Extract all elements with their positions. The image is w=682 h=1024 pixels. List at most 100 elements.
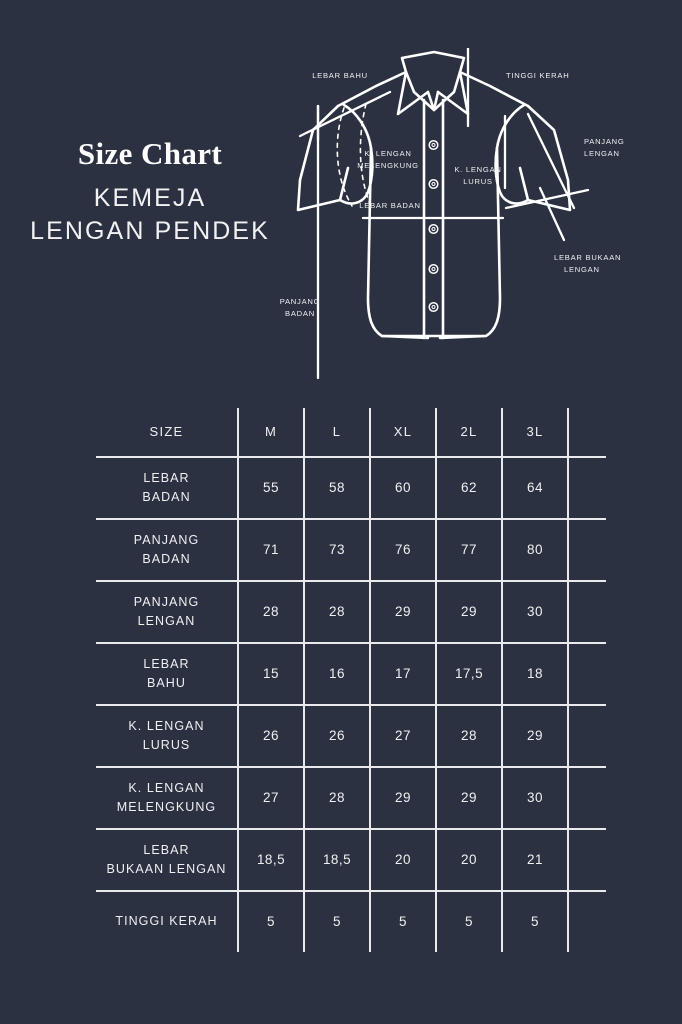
column-header-l: L (304, 408, 371, 458)
table-row: TINGGI KERAH 5 5 5 5 5 (96, 891, 606, 952)
column-header-3l: 3L (502, 408, 569, 458)
row-label-0: LEBAR BADAN (96, 457, 239, 520)
row-label-line: BADAN (142, 490, 191, 504)
cell-0-3l: 64 (502, 457, 569, 520)
label-panjang-badan-2: BADAN (285, 309, 315, 318)
cell-1-l: 73 (304, 519, 371, 582)
cell-0-xl: 60 (370, 457, 437, 520)
label-lebar-badan: LEBAR BADAN (359, 201, 420, 210)
cell-3-3l: 18 (502, 643, 569, 706)
cell-4-l: 26 (304, 705, 371, 768)
cell-6-xl: 20 (370, 829, 437, 892)
cell-7-xl: 5 (370, 891, 437, 952)
row-label-5: K. LENGAN MELENGKUNG (96, 767, 239, 830)
row-label-line: K. LENGAN (128, 718, 205, 733)
cell-5-m: 27 (238, 767, 305, 830)
cell-7-l: 5 (304, 891, 371, 952)
column-header-m: M (238, 408, 305, 458)
cell-3-m: 15 (238, 643, 305, 706)
row-label-line: LENGAN (137, 614, 196, 628)
row-label-line: BAHU (147, 676, 186, 690)
cell-1-xl: 76 (370, 519, 437, 582)
row-label-line: BUKAAN LENGAN (106, 862, 227, 876)
row-label-line: K. LENGAN (128, 780, 205, 795)
cell-1-m: 71 (238, 519, 305, 582)
cell-1-2l: 77 (436, 519, 503, 582)
cell-4-2l: 28 (436, 705, 503, 768)
row-label-line: PANJANG (133, 594, 200, 609)
cell-2-xl: 29 (370, 581, 437, 644)
column-header-spacer (568, 408, 606, 458)
cell-6-m: 18,5 (238, 829, 305, 892)
label-panjang-badan-1: PANJANG (280, 297, 321, 306)
size-table-section: SIZE M L XL 2L 3L LEBAR BADAN 55 58 60 62 64 PANJANG B… (0, 392, 682, 952)
label-k-lengan-melengkung-2: MELENGKUNG (357, 161, 419, 170)
row-label-7: TINGGI KERAH (96, 891, 239, 952)
title-block: Size Chart KEMEJA LENGAN PENDEK (0, 136, 300, 249)
cell-5-3l: 30 (502, 767, 569, 830)
cell-4-3l: 29 (502, 705, 569, 768)
row-label-line: LEBAR (143, 656, 190, 671)
row-label-4: K. LENGAN LURUS (96, 705, 239, 768)
label-lebar-bukaan-lengan-2: LENGAN (564, 265, 600, 274)
label-lebar-bukaan-lengan-1: LEBAR BUKAAN (554, 253, 621, 262)
cell-5-2l: 29 (436, 767, 503, 830)
row-spacer-3 (568, 643, 606, 706)
row-label-line: PANJANG (133, 532, 200, 547)
table-row: LEBAR BUKAAN LENGAN 18,5 18,5 20 20 21 (96, 829, 606, 892)
row-label-line: BADAN (142, 552, 191, 566)
shirt-diagram: LEBAR BAHU TINGGI KERAH PANJANG LENGAN K… (278, 48, 682, 392)
cell-0-m: 55 (238, 457, 305, 520)
cell-0-l: 58 (304, 457, 371, 520)
cell-6-3l: 21 (502, 829, 569, 892)
column-header-xl: XL (370, 408, 437, 458)
cell-4-xl: 27 (370, 705, 437, 768)
column-header-size: SIZE (96, 408, 239, 458)
row-spacer-4 (568, 705, 606, 768)
cell-2-m: 28 (238, 581, 305, 644)
cell-7-2l: 5 (436, 891, 503, 952)
row-label-6: LEBAR BUKAAN LENGAN (96, 829, 239, 892)
row-label-1: PANJANG BADAN (96, 519, 239, 582)
label-k-lengan-lurus-1: K. LENGAN (454, 165, 501, 174)
row-label-line: LURUS (142, 738, 191, 752)
row-spacer-0 (568, 457, 606, 520)
row-label-2: PANJANG LENGAN (96, 581, 239, 644)
row-label-line: LEBAR (143, 470, 190, 485)
table-row: LEBAR BAHU 15 16 17 17,5 18 (96, 643, 606, 706)
page-title: Size Chart (77, 136, 223, 171)
table-row: K. LENGAN LURUS 26 26 27 28 29 (96, 705, 606, 768)
row-spacer-1 (568, 519, 606, 582)
label-k-lengan-lurus-2: LURUS (463, 177, 493, 186)
label-panjang-lengan-1: PANJANG (584, 137, 625, 146)
table-row: PANJANG LENGAN 28 28 29 29 30 (96, 581, 606, 644)
label-panjang-lengan-2: LENGAN (584, 149, 620, 158)
cell-4-m: 26 (238, 705, 305, 768)
cell-0-2l: 62 (436, 457, 503, 520)
page-subtitle-line-2: LENGAN PENDEK (30, 217, 270, 246)
page-subtitle-line-1: KEMEJA (93, 183, 207, 212)
cell-6-l: 18,5 (304, 829, 371, 892)
cell-3-l: 16 (304, 643, 371, 706)
cell-2-2l: 29 (436, 581, 503, 644)
label-k-lengan-melengkung-1: K. LENGAN (364, 149, 411, 158)
cell-7-m: 5 (238, 891, 305, 952)
header-area: Size Chart KEMEJA LENGAN PENDEK (0, 0, 682, 392)
table-header-row: SIZE M L XL 2L 3L (96, 408, 606, 458)
label-tinggi-kerah: TINGGI KERAH (506, 71, 569, 80)
row-spacer-6 (568, 829, 606, 892)
label-lebar-bahu: LEBAR BAHU (312, 71, 368, 80)
cell-7-3l: 5 (502, 891, 569, 952)
table-row: K. LENGAN MELENGKUNG 27 28 29 29 30 (96, 767, 606, 830)
row-label-3: LEBAR BAHU (96, 643, 239, 706)
cell-3-2l: 17,5 (436, 643, 503, 706)
table-row: LEBAR BADAN 55 58 60 62 64 (96, 457, 606, 520)
table-row: PANJANG BADAN 71 73 76 77 80 (96, 519, 606, 582)
cell-6-2l: 20 (436, 829, 503, 892)
row-spacer-5 (568, 767, 606, 830)
cell-3-xl: 17 (370, 643, 437, 706)
cell-5-l: 28 (304, 767, 371, 830)
cell-1-3l: 80 (502, 519, 569, 582)
cell-5-xl: 29 (370, 767, 437, 830)
row-spacer-7 (568, 891, 606, 952)
